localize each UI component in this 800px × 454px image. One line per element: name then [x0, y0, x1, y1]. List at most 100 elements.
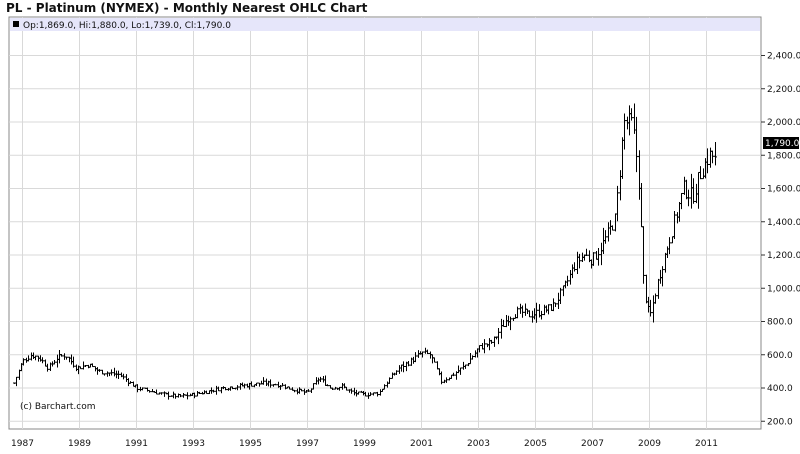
ohlc-bar	[53, 359, 56, 365]
y-tick-label: 1,000.0	[767, 284, 800, 294]
ohlc-bar	[635, 116, 638, 173]
ohlc-bar	[483, 339, 486, 354]
y-tick-label: 2,400.0	[767, 52, 800, 62]
ohlc-bar	[521, 305, 524, 318]
y-tick-label: 1,800.0	[767, 151, 800, 161]
ohlc-bar	[274, 383, 277, 386]
ohlc-bar	[198, 391, 201, 394]
y-tick-label: 200.0	[767, 417, 793, 427]
ohlc-bar	[395, 370, 398, 376]
ohlc-bar	[288, 386, 291, 390]
ohlc-bar	[60, 353, 63, 357]
ohlc-bar	[369, 392, 372, 397]
ohlc-bar	[331, 387, 334, 391]
ohlc-bar	[243, 383, 246, 389]
ohlc-bar	[269, 379, 272, 388]
ohlc-bar	[217, 386, 220, 392]
ohlc-bar	[307, 389, 310, 392]
plot-area	[8, 16, 762, 430]
ohlc-bar	[402, 361, 405, 373]
ohlc-bar	[585, 248, 588, 257]
ohlc-bar	[326, 384, 329, 387]
ohlc-bar	[46, 363, 49, 372]
ohlc-bar	[535, 302, 538, 323]
ohlc-bar	[300, 388, 303, 392]
ohlc-bar	[319, 376, 322, 382]
ohlc-bar	[110, 369, 113, 376]
ohlc-bar	[250, 381, 253, 387]
ohlc-bar	[478, 345, 481, 353]
x-tick-label: 1991	[125, 439, 148, 449]
x-tick-label: 2003	[467, 439, 490, 449]
ohlc-bar	[350, 388, 353, 394]
ohlc-bar	[98, 369, 101, 372]
ohlc-bar	[376, 391, 379, 397]
ohlc-bar	[464, 364, 467, 369]
y-tick-label: 1,200.0	[767, 251, 800, 261]
ohlc-bar	[706, 148, 709, 174]
ohlc-bar	[559, 287, 562, 305]
x-tick-label: 2007	[581, 439, 604, 449]
ohlc-bar	[148, 389, 151, 393]
ohlc-bar	[661, 266, 664, 287]
ohlc-bars	[13, 103, 717, 400]
copyright-text: (c) Barchart.com	[20, 402, 96, 412]
ohlc-bar	[91, 363, 94, 368]
ohlc-bar	[193, 392, 196, 399]
chart-title: PL - Platinum (NYMEX) - Monthly Nearest …	[6, 1, 368, 15]
x-axis-labels: 1987 1989 1991 1993 1995 1997 1999 2001 2003 2005…	[11, 439, 718, 449]
ohlc-bar	[262, 377, 265, 385]
ohlc-bar	[414, 352, 417, 363]
ohlc-bar	[509, 316, 512, 331]
ohlc-bar	[224, 387, 227, 391]
x-tick-label: 1993	[182, 439, 205, 449]
ohlc-bar	[174, 393, 177, 399]
ohlc-bar	[117, 370, 120, 379]
ohlc-bar	[167, 391, 170, 400]
x-tick-label: 1997	[296, 439, 319, 449]
x-tick-label: 1999	[353, 439, 376, 449]
ohlc-bar	[212, 389, 215, 393]
ohlc-bar	[516, 306, 519, 319]
ohlc-bar	[654, 293, 657, 304]
ohlc-bar	[597, 248, 600, 266]
ohlc-bar	[433, 357, 436, 363]
ohlc-bar	[426, 349, 429, 355]
ohlc-bar	[642, 226, 645, 284]
ohlc-bar	[141, 387, 144, 391]
ohlc-bar	[160, 392, 163, 395]
ohlc-bar	[616, 185, 619, 222]
ohlc-bar	[604, 230, 607, 244]
y-tick-label: 1,400.0	[767, 218, 800, 228]
ohlc-bar	[27, 355, 30, 362]
ohlc-bar	[136, 384, 139, 393]
ohlc-bar	[528, 310, 531, 318]
x-tick-label: 2005	[524, 439, 547, 449]
ohlc-bar	[72, 356, 75, 368]
ohlc-bar	[649, 299, 652, 317]
ohlc-bar	[236, 385, 239, 391]
ohlc-bar	[497, 328, 500, 345]
ohlc-bar	[540, 310, 543, 320]
ohlc-bar	[459, 367, 462, 375]
ohlc-bar	[445, 377, 448, 383]
x-tick-label: 2009	[638, 439, 661, 449]
ohlc-bar	[547, 304, 550, 315]
ohlc-bar	[345, 386, 348, 391]
ohlc-bar	[490, 339, 493, 344]
ohlc-bar	[255, 382, 258, 386]
ohlc-bar	[155, 389, 158, 395]
ohlc-bar	[15, 376, 18, 387]
info-bar-text: Op:1,869.0, Hi:1,880.0, Lo:1,739.0, Cl:1…	[23, 21, 231, 31]
ohlc-bar	[687, 189, 690, 207]
x-tick-label: 2011	[695, 439, 718, 449]
grid-lines	[9, 17, 765, 429]
ohlc-bar	[34, 355, 37, 361]
x-tick-label: 1987	[11, 439, 34, 449]
ohlc-bar	[714, 141, 717, 166]
y-tick-label: 600.0	[767, 351, 793, 361]
ohlc-bar	[281, 382, 284, 387]
ohlc-bar	[103, 373, 106, 376]
x-tick-label: 1995	[239, 439, 262, 449]
ohlc-bar	[592, 252, 595, 266]
